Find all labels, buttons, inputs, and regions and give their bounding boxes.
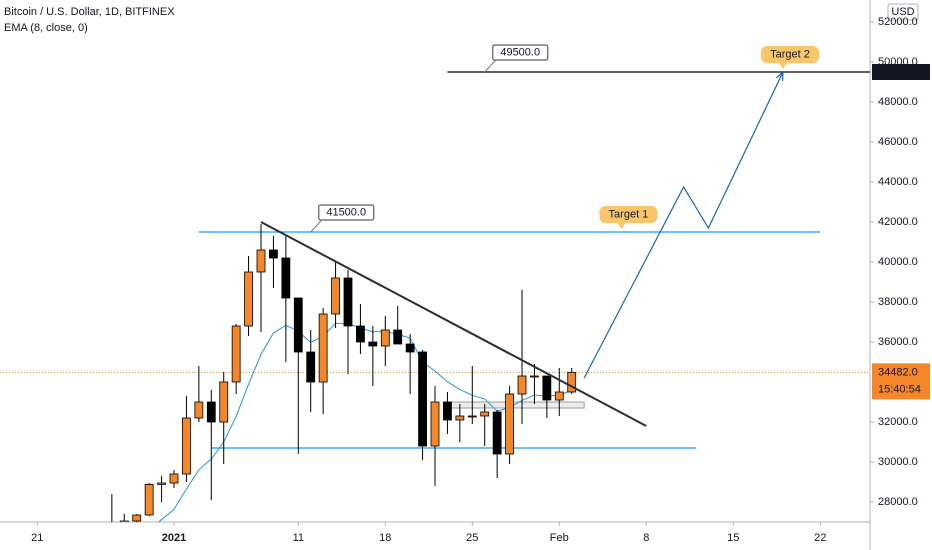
candle-body xyxy=(554,391,564,401)
x-tick-label: Feb xyxy=(550,532,569,544)
y-tick-label: 32000.0 xyxy=(878,416,918,428)
x-tick-label: 8 xyxy=(643,532,649,544)
indicator-label: EMA (8, close, 0) xyxy=(4,22,88,34)
candle-body xyxy=(517,375,527,395)
candle-body xyxy=(331,277,340,315)
last-price-box xyxy=(872,363,930,400)
axis-price-label: 49500.0 xyxy=(878,66,918,78)
last-price-label: 34482.0 xyxy=(878,366,918,378)
range-box xyxy=(446,401,585,409)
candle-body xyxy=(293,297,303,353)
callout-box xyxy=(491,44,549,61)
candle-body xyxy=(567,371,577,393)
candle-body xyxy=(405,343,415,353)
y-tick-label: 36000.0 xyxy=(878,336,918,348)
candle-body xyxy=(492,411,502,455)
target-box xyxy=(761,46,819,63)
trendline xyxy=(260,221,647,427)
x-tick-label: 22 xyxy=(814,532,826,544)
candle-body xyxy=(418,351,427,447)
candle-body xyxy=(144,483,154,516)
projection-path xyxy=(583,71,784,379)
candle-body xyxy=(430,401,440,447)
candle-body xyxy=(219,381,229,423)
callout-label: 49500.0 xyxy=(500,46,540,58)
candle-body xyxy=(269,249,278,259)
callout-pointer xyxy=(484,58,498,73)
x-tick-label: 25 xyxy=(466,532,478,544)
candle-body xyxy=(182,417,191,475)
callout-pointer xyxy=(310,218,324,233)
candle-body xyxy=(244,271,253,327)
candle-body xyxy=(169,473,179,484)
arrow-head xyxy=(775,70,784,82)
candle-body xyxy=(231,325,241,383)
y-tick-label: 44000.0 xyxy=(878,176,918,188)
currency-box xyxy=(887,3,919,21)
y-tick-label: 30000.0 xyxy=(878,456,918,468)
candle-body xyxy=(480,411,490,417)
y-tick-label: 48000.0 xyxy=(878,96,918,108)
y-tick-label: 46000.0 xyxy=(878,136,918,148)
x-tick-label: 15 xyxy=(727,532,739,544)
callout-box xyxy=(317,204,375,221)
candle-body xyxy=(132,514,142,522)
callout-label: 41500.0 xyxy=(326,206,366,218)
y-tick-label: 52000.0 xyxy=(878,16,918,28)
x-tick-label: 2021 xyxy=(162,532,186,544)
candle-body xyxy=(455,415,465,421)
y-tick-label: 40000.0 xyxy=(878,256,918,268)
candle-body xyxy=(368,341,378,347)
candle-body xyxy=(393,329,403,345)
target-box xyxy=(599,206,658,223)
candle-body xyxy=(256,249,266,273)
candle-body xyxy=(356,325,365,343)
candle-body xyxy=(318,313,328,383)
candle-body xyxy=(281,257,291,299)
candle-body xyxy=(467,415,477,418)
currency: USD xyxy=(891,6,914,18)
chart-title: Bitcoin / U.S. Dollar, 1D, BITFINEX xyxy=(4,6,175,18)
target-label: Target 1 xyxy=(609,208,649,220)
countdown-label: 15:40:54 xyxy=(878,383,921,395)
candle-body xyxy=(542,375,552,401)
plot xyxy=(0,70,870,522)
target-pointer xyxy=(779,63,787,69)
candle-body xyxy=(380,329,390,347)
target-label: Target 2 xyxy=(770,48,810,60)
x-tick-label: 11 xyxy=(293,532,304,544)
candle-body xyxy=(530,375,539,378)
x-tick-label: 21 xyxy=(31,532,43,544)
candle-body xyxy=(206,401,216,423)
y-tick-label: 38000.0 xyxy=(878,296,918,308)
axis-price-box xyxy=(872,64,930,80)
candle-body xyxy=(505,393,514,455)
candle-body xyxy=(306,351,316,383)
candle-body xyxy=(119,520,129,522)
x-tick-label: 18 xyxy=(379,532,391,544)
candle-body xyxy=(343,277,353,327)
y-tick-label: 28000.0 xyxy=(878,496,918,508)
candle-body xyxy=(157,482,166,485)
candle-body xyxy=(443,401,452,421)
y-tick-label: 42000.0 xyxy=(878,216,918,228)
target-pointer xyxy=(617,223,626,229)
candle-body xyxy=(194,401,204,419)
